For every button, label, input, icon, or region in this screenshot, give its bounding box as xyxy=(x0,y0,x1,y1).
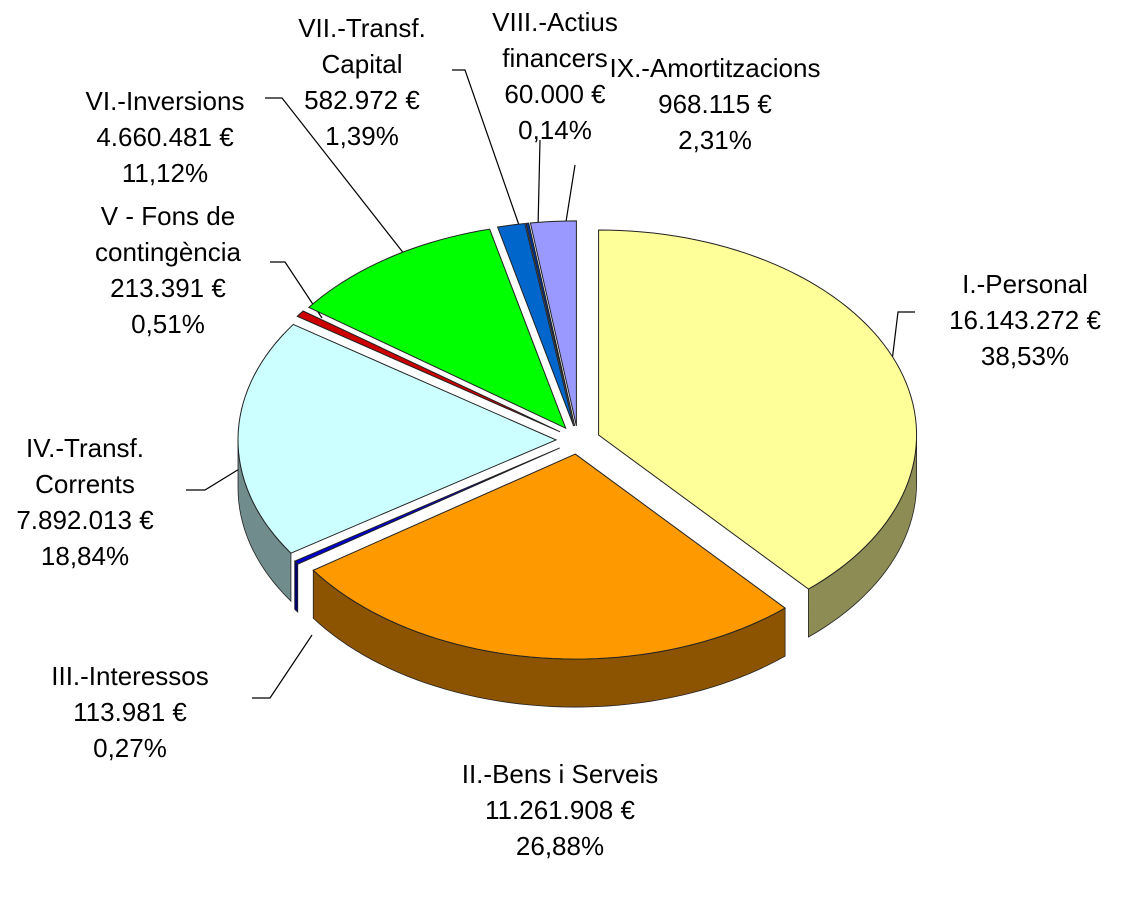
percent-label: 0,51% xyxy=(131,309,205,339)
percent-label: 11,12% xyxy=(121,158,209,188)
slice-label: VII.-Transf. Capital 582.972 € 1,39% xyxy=(277,10,447,154)
category-label: I.-Personal xyxy=(962,269,1088,299)
pie-slice xyxy=(529,220,577,426)
amount-label: 60.000 € xyxy=(504,79,606,109)
leader-line xyxy=(252,634,313,699)
leader-line xyxy=(537,139,541,229)
slice-label: VI.-Inversions 4.660.481 € 11,12% xyxy=(45,83,285,191)
amount-label: 213.391 € xyxy=(110,273,226,303)
slice-label: V - Fons de contingència 213.391 € 0,51% xyxy=(73,198,263,342)
percent-label: 38,53% xyxy=(980,341,1070,371)
leader-line xyxy=(452,69,521,229)
amount-label: 16.143.272 € xyxy=(949,305,1101,335)
pie-slice xyxy=(296,310,561,433)
pie-slice xyxy=(312,453,787,660)
pie-slice xyxy=(598,229,918,590)
amount-label: 113.981 € xyxy=(73,697,187,727)
slice-label: II.-Bens i Serveis 11.261.908 € 26,88% xyxy=(460,756,660,864)
percent-label: 0,14% xyxy=(518,115,592,145)
category-label: III.-Interessos xyxy=(51,661,209,691)
slice-label: I.-Personal 16.143.272 € 38,53% xyxy=(920,266,1126,374)
slice-side xyxy=(294,560,299,614)
percent-label: 1,39% xyxy=(325,121,399,151)
category-label: VIII.-Actius financers xyxy=(492,7,618,73)
slice-label: IX.-Amortitzacions 968.115 € 2,31% xyxy=(605,50,825,158)
amount-label: 4.660.481 € xyxy=(96,122,234,152)
category-label: V - Fons de contingència xyxy=(95,201,241,267)
leader-line xyxy=(265,97,406,256)
leader-line xyxy=(270,261,323,319)
category-label: II.-Bens i Serveis xyxy=(461,759,659,789)
amount-label: 968.115 € xyxy=(658,89,772,119)
pie-slice xyxy=(525,222,576,427)
amount-label: 11.261.908 € xyxy=(485,795,635,825)
percent-label: 18,84% xyxy=(40,541,130,571)
category-label: VI.-Inversions xyxy=(85,86,245,116)
slice-label: VIII.-Actius financers 60.000 € 0,14% xyxy=(480,4,630,152)
category-label: IX.-Amortitzacions xyxy=(609,50,821,86)
slice-label: III.-Interessos 113.981 € 0,27% xyxy=(10,658,250,766)
pie-slice xyxy=(307,228,567,430)
pie-slice xyxy=(293,447,560,565)
category-label: IV.-Transf. Corrents xyxy=(25,433,144,499)
amount-label: 582.972 € xyxy=(304,85,420,115)
leader-line xyxy=(564,164,576,229)
percent-label: 0,27% xyxy=(93,733,167,763)
category-label: VII.-Transf. Capital xyxy=(298,13,426,79)
amount-label: 7.892.013 € xyxy=(16,505,154,535)
pie-slice xyxy=(237,323,558,554)
percent-label: 26,88% xyxy=(515,831,605,861)
percent-label: 2,31% xyxy=(678,125,752,155)
slice-label: IV.-Transf. Corrents 7.892.013 € 18,84% xyxy=(10,430,160,574)
pie-slice xyxy=(496,222,575,427)
